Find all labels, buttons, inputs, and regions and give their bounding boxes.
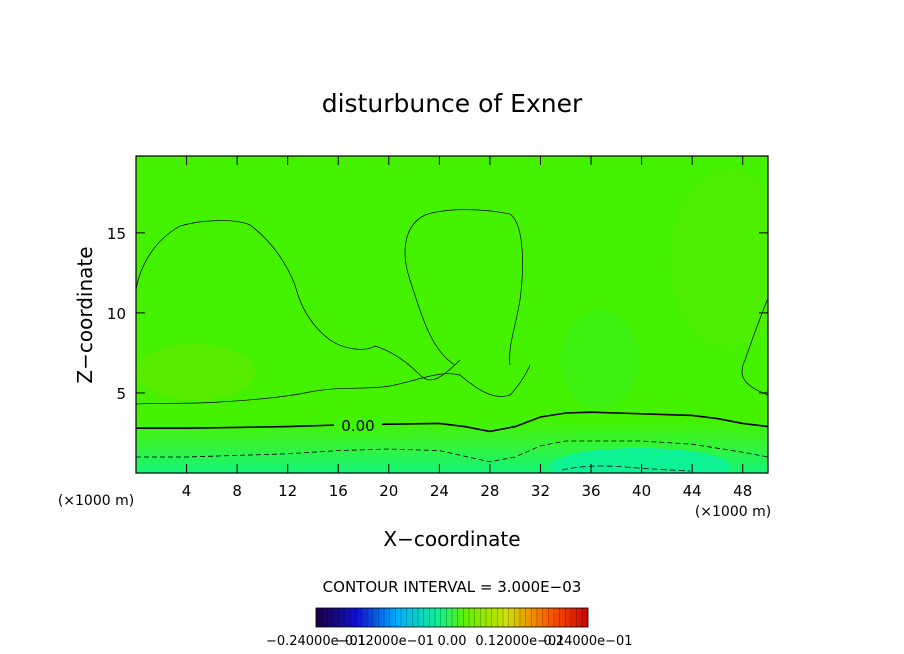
contour-interval-note: CONTOUR INTERVAL = 3.000E−03 [323,578,582,596]
x-tick-label: 48 [733,482,752,500]
x-tick-label: 12 [278,482,297,500]
y-tick-label: 15 [107,225,126,243]
chart-title: disturbunce of Exner [322,89,583,118]
y-axis-label: Z−coordinate [73,246,97,383]
contour-positive-left [136,220,461,381]
colorbar-label: −0.12000e−01 [334,634,434,649]
colorbar-labels: −0.24000e−01−0.12000e−01 0.00 0.12000e−010… [266,634,633,649]
x-tick-label: 44 [683,482,702,500]
x-axis-ticks: 4 8 12 16 20 24 28 32 36 40 44 48 [182,156,752,500]
contour-positive-lower [136,364,531,405]
contour-label-zero: 0.00 [341,417,374,435]
x-tick-label: 40 [632,482,651,500]
x-tick-label: 24 [430,482,449,500]
y-tick-label: 5 [116,385,126,403]
contour-negative [136,440,768,463]
x-tick-label: 36 [581,482,600,500]
plot-area: 0.00 [136,156,768,473]
contour-positive-mid [404,209,523,366]
contour-positive-right [741,297,768,396]
colorbar-label: 0.24000e−01 [543,634,632,649]
x-unit-label-right: (×1000 m) [695,504,771,520]
y-tick-label: 10 [107,305,126,323]
field-negative-core [550,448,730,473]
colorbar-label: 0.00 [438,634,467,649]
contour-label-bg [334,417,382,433]
field-mid-blob [560,310,640,410]
x-tick-label: 20 [379,482,398,500]
x-tick-label: 28 [480,482,499,500]
x-tick-label: 8 [232,482,242,500]
colorbar-label: −0.24000e−01 [266,634,366,649]
field-positive-blob-left [136,344,255,400]
plot-frame [135,155,769,474]
x-unit-label-left: (×1000 m) [58,493,134,509]
field-positive-blob-right [670,170,768,350]
colorbar-label: 0.12000e−01 [475,634,564,649]
x-tick-label: 16 [329,482,348,500]
contour-zero [136,411,768,433]
x-tick-label: 4 [182,482,192,500]
x-tick-label: 32 [531,482,550,500]
y-axis-ticks: 5 10 15 [107,225,768,403]
colorbar-ticks [315,608,589,627]
contour-negative-inner [561,465,691,472]
x-axis-label: X−coordinate [383,527,520,551]
